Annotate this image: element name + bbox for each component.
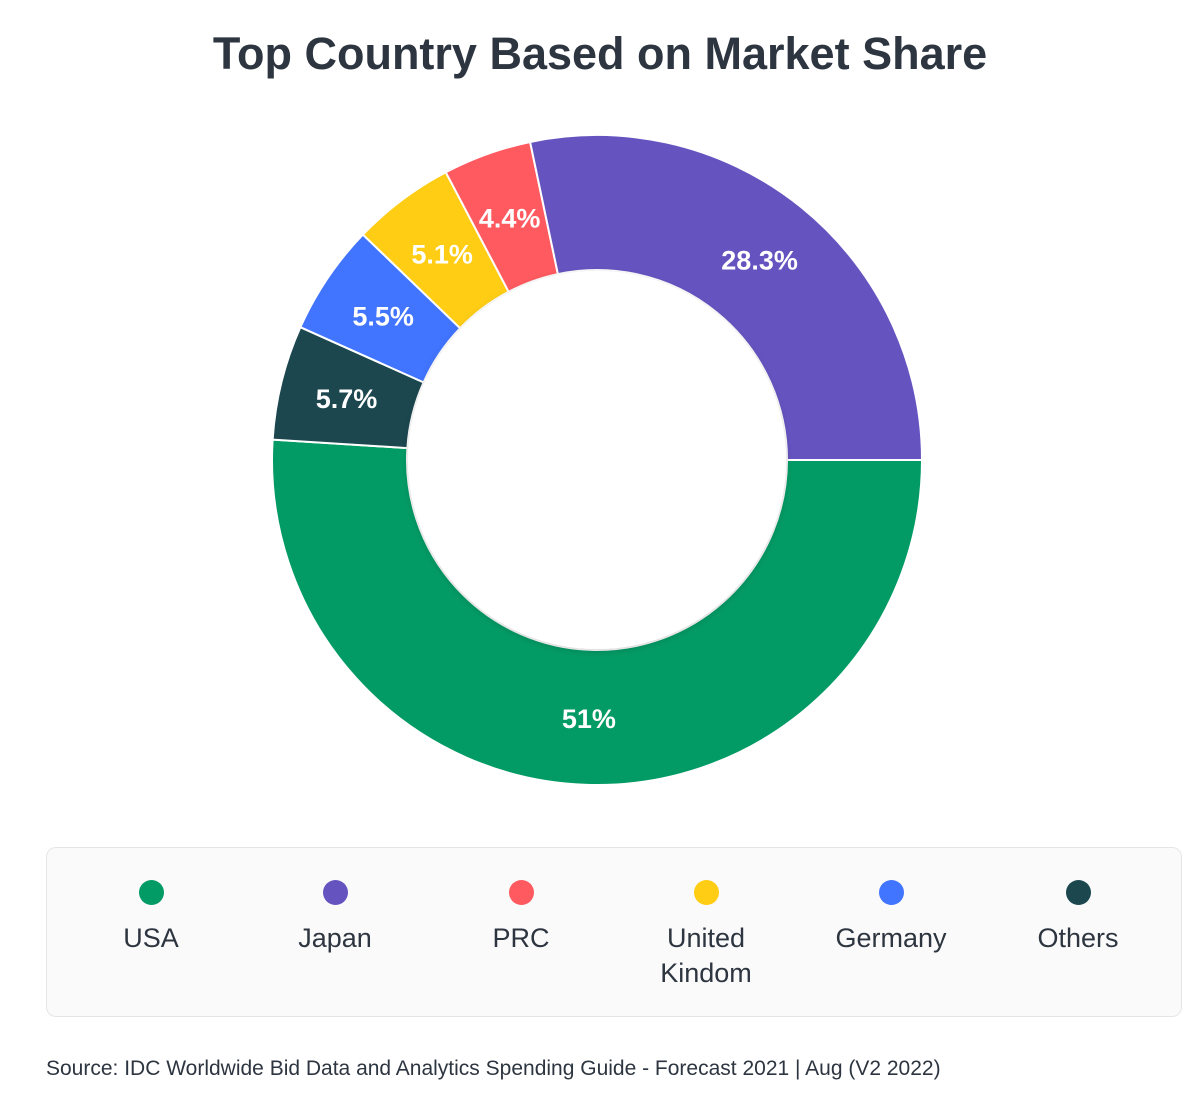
data-label: 5.1% <box>411 240 473 270</box>
chart-title: Top Country Based on Market Share <box>212 28 988 79</box>
legend-item: PRC <box>431 880 611 956</box>
legend-dot-icon <box>508 880 534 905</box>
legend-dot-icon <box>878 880 904 905</box>
legend: USA Japan PRC United Kindom Germany Others <box>46 847 1182 1017</box>
legend-label: Japan <box>298 923 372 953</box>
legend-item: Others <box>988 880 1168 956</box>
legend-dot-icon <box>693 880 719 905</box>
data-label: 4.4% <box>479 203 541 233</box>
legend-dot-icon <box>1065 880 1091 905</box>
data-label: 5.7% <box>316 384 378 414</box>
legend-item: USA <box>61 880 241 956</box>
legend-label: United Kindom <box>660 923 752 988</box>
legend-item: Germany <box>801 880 981 956</box>
legend-label: Others <box>1037 923 1119 953</box>
legend-dot-icon <box>322 880 348 905</box>
donut-hole <box>408 271 786 649</box>
donut-chart: 51% 5.7% 5.5% 5.1%4.4% 28.3% <box>271 134 924 786</box>
data-label: 28.3% <box>721 246 798 276</box>
source-note: Source: IDC Worldwide Bid Data and Analy… <box>46 1057 941 1080</box>
legend-item: Japan <box>245 880 425 956</box>
legend-item: United Kindom <box>616 880 796 991</box>
legend-label: Germany <box>835 923 947 953</box>
legend-label: PRC <box>492 923 550 953</box>
data-label: 51% <box>562 704 616 734</box>
data-label: 5.5% <box>352 302 414 332</box>
legend-dot-icon <box>138 880 164 905</box>
legend-label: USA <box>123 923 179 953</box>
slice-japan <box>528 134 924 461</box>
slice-usa <box>271 438 924 786</box>
